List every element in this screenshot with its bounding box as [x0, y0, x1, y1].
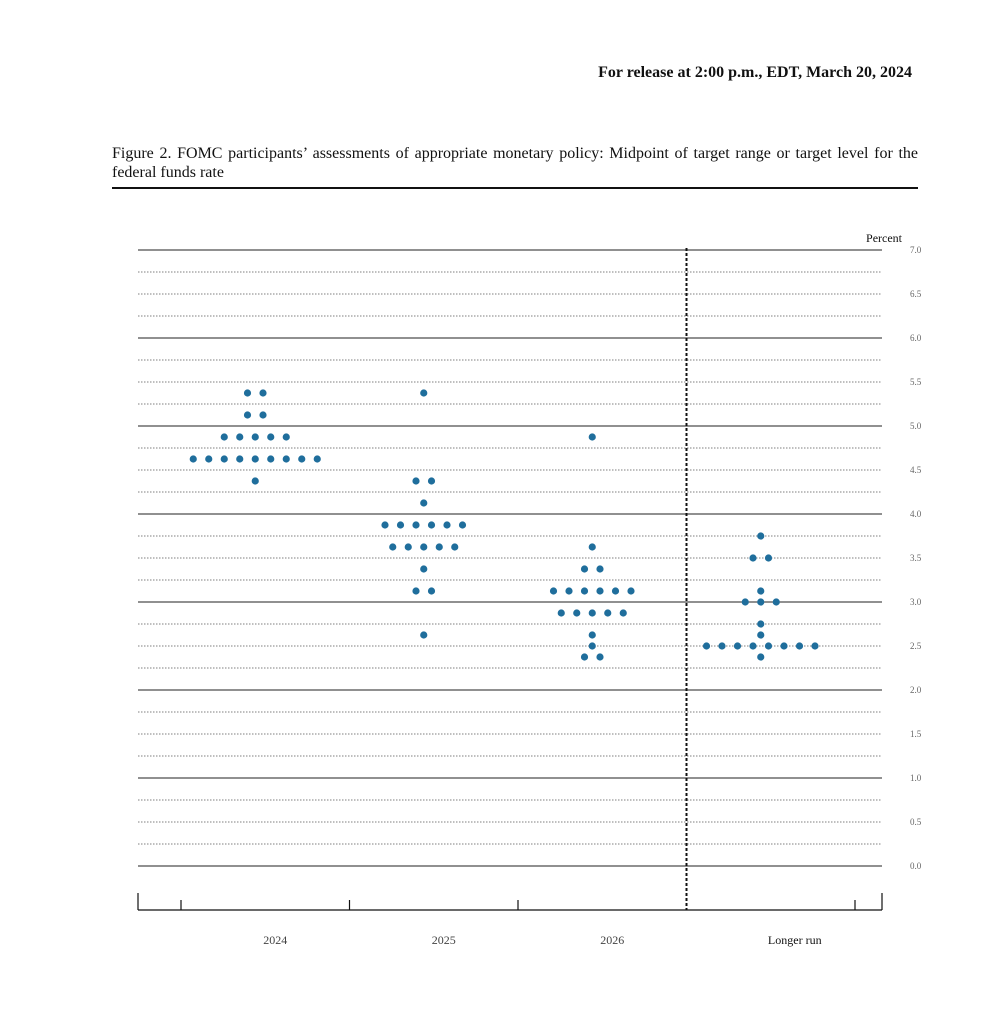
y-tick-label: 1.5 [910, 729, 922, 739]
y-tick-label: 6.0 [910, 333, 922, 343]
participant-dot [611, 587, 620, 595]
participant-dot [236, 455, 244, 463]
participant-dot [596, 653, 604, 661]
participant-dot [772, 598, 780, 606]
participant-dot [580, 565, 589, 573]
x-tick-label: 2026 [600, 933, 624, 947]
participant-dot [220, 433, 228, 441]
figure-caption: Figure 2. FOMC participants’ assessments… [112, 144, 918, 189]
y-tick-label: 1.0 [910, 773, 922, 783]
participant-dot [427, 587, 436, 595]
participant-dot [236, 433, 244, 441]
y-tick-label: 5.0 [910, 421, 922, 431]
participant-dot [420, 499, 428, 507]
participant-dot [243, 411, 252, 419]
participant-dot [267, 455, 275, 463]
y-tick-label: 5.5 [910, 377, 922, 387]
participant-dot [757, 532, 765, 540]
participant-dot [298, 455, 306, 463]
participant-dot [251, 477, 259, 485]
y-tick-label: 7.0 [910, 245, 922, 255]
participant-dot [596, 587, 604, 595]
x-tick-label: 2024 [263, 933, 287, 947]
y-tick-label: 4.0 [910, 509, 922, 519]
participant-dot [588, 543, 596, 551]
participant-dot [718, 642, 726, 650]
participant-dot [251, 455, 259, 463]
participant-dot [811, 642, 819, 650]
participant-dot [412, 477, 420, 485]
participant-dot [588, 433, 596, 441]
participant-dot [741, 598, 749, 606]
participant-dot [282, 433, 290, 441]
y-axis-label: Percent [866, 231, 903, 245]
participant-dot [267, 433, 275, 441]
y-tick-label: 3.0 [910, 597, 922, 607]
participant-dot [757, 587, 765, 595]
participant-dot [580, 587, 589, 595]
participant-dot [259, 411, 267, 419]
participant-dot [733, 642, 742, 650]
participant-dot [596, 565, 604, 573]
y-tick-label: 3.5 [910, 553, 922, 563]
participant-dot [757, 620, 765, 628]
y-tick-label: 2.0 [910, 685, 922, 695]
participant-dot [251, 433, 259, 441]
x-tick-label: Longer run [768, 933, 822, 947]
participant-dot [381, 521, 389, 529]
participant-dot [205, 455, 213, 463]
participant-dot [588, 642, 596, 650]
participant-dot [420, 543, 428, 551]
participant-dot [189, 455, 197, 463]
participant-dot [458, 521, 467, 529]
y-tick-label: 2.5 [910, 641, 922, 651]
participant-dot [389, 543, 397, 551]
participant-dot [757, 653, 765, 661]
participant-dot [427, 521, 436, 529]
release-note: For release at 2:00 p.m., EDT, March 20,… [598, 64, 912, 81]
participant-dot [588, 631, 596, 639]
participant-dot [243, 389, 252, 397]
participant-dot [435, 543, 443, 551]
participant-dot [412, 521, 420, 529]
participant-dot [396, 521, 405, 529]
participant-dot [259, 389, 267, 397]
participant-dot [757, 598, 765, 606]
participant-dot [619, 609, 627, 617]
participant-dot [702, 642, 711, 650]
participant-dot [549, 587, 558, 595]
y-tick-label: 4.5 [910, 465, 922, 475]
participant-dot [604, 609, 612, 617]
participant-dot [764, 642, 773, 650]
participant-dot [420, 631, 428, 639]
participant-dot [420, 565, 428, 573]
participant-dot [282, 455, 290, 463]
participant-dot [780, 642, 788, 650]
participant-dot [757, 631, 765, 639]
participant-dot [220, 455, 228, 463]
participant-dot [313, 455, 321, 463]
participant-dot [565, 587, 573, 595]
participant-dot [573, 609, 581, 617]
participant-dot [412, 587, 420, 595]
participant-dot [627, 587, 635, 595]
participant-dot [420, 389, 428, 397]
participant-dot [443, 521, 451, 529]
y-tick-label: 0.5 [910, 817, 922, 827]
x-tick-label: 2025 [432, 933, 456, 947]
participant-dot [764, 554, 773, 562]
participant-dot [580, 653, 589, 661]
participant-dot [749, 642, 757, 650]
y-tick-label: 0.0 [910, 861, 922, 871]
participant-dot [427, 477, 436, 485]
participant-dot [795, 642, 804, 650]
y-tick-label: 6.5 [910, 289, 922, 299]
participant-dot [557, 609, 565, 617]
participant-dot [588, 609, 596, 617]
participant-dot [404, 543, 412, 551]
participant-dot [749, 554, 757, 562]
participant-dot [451, 543, 459, 551]
